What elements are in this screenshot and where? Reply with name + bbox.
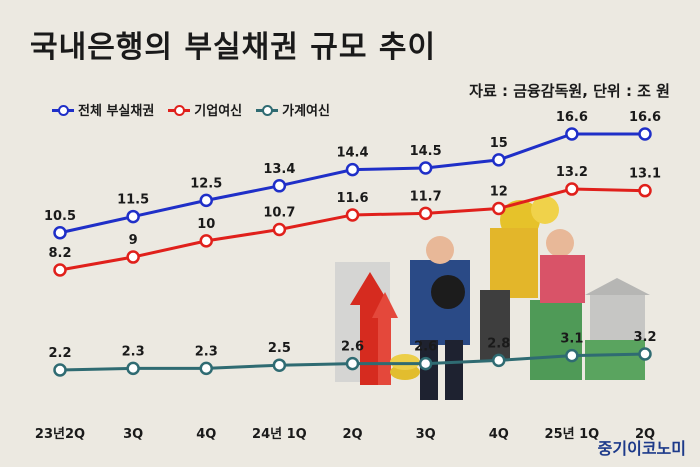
data-label-corporate: 10.7 (263, 206, 295, 221)
legend-label-corporate: 기업여신 (194, 104, 243, 119)
data-point-total (126, 209, 140, 224)
legend-swatch-total (52, 104, 74, 116)
data-label-total: 13.4 (263, 162, 295, 177)
data-point-total (272, 179, 287, 193)
series-total: 10.5 11.5 12.5 13.4 14.4 14.5 15 16.6 16.6 (44, 110, 661, 240)
data-point-household (565, 348, 579, 363)
legend-swatch-household (256, 104, 279, 116)
legend-label-total: 전체 부실채권 (78, 104, 155, 119)
x-axis: 23년2Q 3Q 4Q 24년 1Q 2Q 3Q 4Q 25년 1Q 2Q (35, 427, 655, 442)
x-tick-label: 23년2Q (35, 427, 85, 442)
legend-item-household: 가계여신 (256, 100, 330, 119)
data-point-total (345, 162, 360, 177)
x-tick-label: 4Q (489, 427, 509, 442)
x-tick-label: 3Q (416, 427, 436, 442)
source-note: 자료 : 금융감독원, 단위 : 조 원 (469, 82, 670, 100)
data-point-household (126, 361, 140, 376)
x-tick-label: 3Q (123, 427, 143, 442)
data-point-corporate (345, 208, 360, 222)
data-point-corporate (418, 206, 433, 221)
data-point-household (199, 361, 213, 376)
data-label-household: 2.2 (48, 346, 71, 361)
x-tick-label: 4Q (196, 427, 216, 442)
data-label-household: 2.6 (414, 340, 437, 355)
data-point-total (199, 193, 213, 208)
data-label-corporate: 12 (490, 184, 508, 199)
data-point-total (53, 226, 67, 240)
data-label-corporate: 8.2 (48, 246, 71, 261)
data-point-household (638, 347, 652, 361)
x-tick-label: 24년 1Q (252, 427, 307, 442)
data-point-corporate (199, 234, 213, 248)
data-point-corporate (126, 250, 140, 264)
data-label-total: 16.6 (556, 110, 588, 125)
brand-logo: 중기이코노미 (597, 439, 686, 458)
data-point-corporate (272, 222, 287, 237)
data-label-household: 2.3 (122, 344, 145, 359)
data-label-total: 16.6 (629, 110, 661, 125)
legend: 전체 부실채권 기업여신 가계여신 (52, 100, 330, 119)
legend-label-household: 가계여신 (282, 104, 330, 119)
data-point-household (418, 356, 433, 371)
data-point-household (272, 358, 287, 372)
data-point-corporate (638, 183, 652, 198)
data-label-household: 2.8 (487, 336, 510, 351)
data-point-corporate (565, 182, 579, 196)
data-label-corporate: 13.1 (629, 167, 661, 182)
x-tick-label: 2Q (635, 427, 655, 442)
chart-title: 국내은행의 부실채권 규모 추이 (30, 30, 437, 65)
data-label-household: 3.2 (633, 330, 656, 345)
data-label-household: 2.5 (268, 341, 291, 356)
illustration-background (335, 196, 650, 400)
x-tick-label: 25년 1Q (545, 427, 600, 442)
data-point-household (53, 363, 67, 377)
data-label-corporate: 11.6 (336, 191, 368, 206)
data-point-total (418, 161, 433, 175)
data-label-corporate: 11.7 (410, 189, 442, 204)
data-label-household: 2.3 (195, 344, 218, 359)
series-household: 2.2 2.3 2.3 2.5 2.6 2.6 2.8 3.1 3.2 (48, 330, 657, 377)
x-tick-label: 2Q (342, 427, 362, 442)
data-label-corporate: 13.2 (556, 165, 588, 180)
data-point-household (345, 356, 360, 371)
data-label-total: 15 (490, 136, 508, 151)
data-label-total: 14.5 (410, 144, 442, 159)
legend-item-corporate: 기업여신 (168, 100, 242, 119)
data-label-corporate: 10 (197, 217, 215, 232)
legend-item-total: 전체 부실채권 (52, 100, 154, 119)
data-label-total: 10.5 (44, 209, 76, 224)
data-label-total: 14.4 (336, 146, 368, 161)
data-point-total (492, 153, 506, 167)
series-corporate: 8.2 9 10 10.7 11.6 11.7 12 13.2 13.1 (48, 165, 661, 277)
data-point-corporate (492, 201, 506, 216)
data-label-total: 12.5 (190, 176, 222, 191)
data-label-corporate: 9 (129, 233, 138, 248)
data-label-household: 2.6 (341, 340, 364, 355)
legend-swatch-corporate (168, 104, 191, 116)
data-point-total (638, 127, 652, 141)
data-label-total: 11.5 (117, 193, 149, 208)
data-point-total (565, 127, 579, 141)
data-point-household (492, 353, 506, 368)
data-label-household: 3.1 (560, 332, 583, 347)
data-point-corporate (53, 263, 67, 277)
